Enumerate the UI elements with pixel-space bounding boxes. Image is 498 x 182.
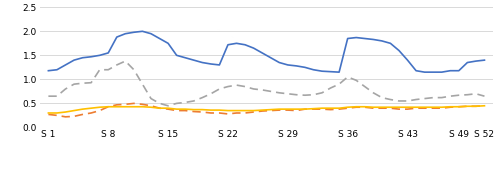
Patata (MERCASA) [45,112,51,114]
Patata (origen) [293,110,299,112]
Tomate (origen) [165,105,171,107]
Tomate (MERCASA) [345,37,351,40]
Tomate (origen) [217,88,223,90]
Tomate (origen) [328,87,334,89]
Patata (origen) [45,113,51,116]
Line: Patata (origen): Patata (origen) [48,103,485,117]
Line: Tomate (origen): Tomate (origen) [48,61,485,106]
Tomate (MERCASA) [259,52,265,54]
Patata (MERCASA) [328,107,334,109]
Patata (origen) [268,110,274,112]
Patata (origen) [328,108,334,111]
Patata (MERCASA) [199,108,205,111]
Tomate (MERCASA) [482,59,488,61]
Tomate (origen) [268,90,274,92]
Tomate (origen) [80,82,86,84]
Patata (origen) [217,112,223,114]
Tomate (MERCASA) [139,30,145,32]
Patata (origen) [345,107,351,109]
Line: Patata (MERCASA): Patata (MERCASA) [48,106,485,113]
Tomate (MERCASA) [80,57,86,59]
Tomate (MERCASA) [319,70,325,72]
Tomate (origen) [293,94,299,96]
Tomate (origen) [345,76,351,78]
Patata (origen) [482,105,488,107]
Tomate (MERCASA) [285,64,291,66]
Patata (MERCASA) [447,106,453,108]
Patata (MERCASA) [482,105,488,107]
Patata (MERCASA) [250,110,256,112]
Patata (MERCASA) [310,108,316,110]
Patata (MERCASA) [80,108,86,110]
Tomate (MERCASA) [45,70,51,72]
Tomate (origen) [123,60,128,62]
Patata (origen) [88,112,94,114]
Patata (origen) [131,102,137,104]
Tomate (origen) [482,95,488,97]
Patata (origen) [63,116,69,118]
Tomate (MERCASA) [208,63,214,65]
Line: Tomate (MERCASA): Tomate (MERCASA) [48,31,485,72]
Tomate (MERCASA) [336,71,342,73]
Tomate (origen) [45,95,51,97]
